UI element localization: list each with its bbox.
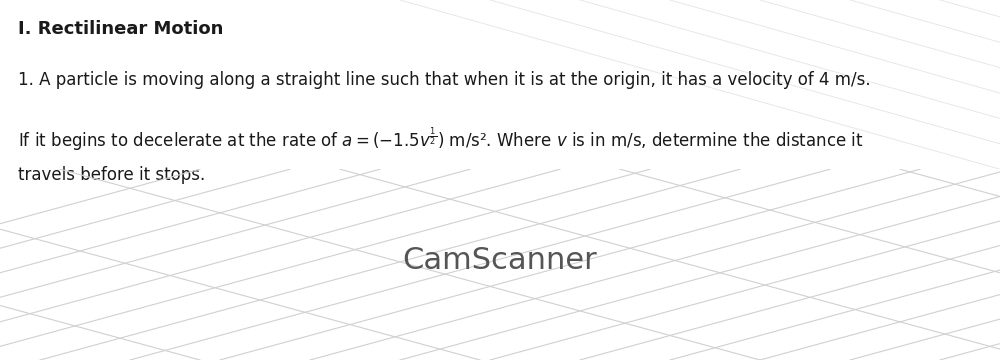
Text: travels before it stops.: travels before it stops.	[18, 166, 205, 184]
Text: CamScanner: CamScanner	[403, 246, 597, 275]
Text: If it begins to decelerate at the rate of $a = (-1.5v^{\frac{1}{2}})$ m/s². Wher: If it begins to decelerate at the rate o…	[18, 125, 864, 153]
Text: 1. A particle is moving along a straight line such that when it is at the origin: 1. A particle is moving along a straight…	[18, 71, 871, 89]
Text: I. Rectilinear Motion: I. Rectilinear Motion	[18, 20, 223, 38]
